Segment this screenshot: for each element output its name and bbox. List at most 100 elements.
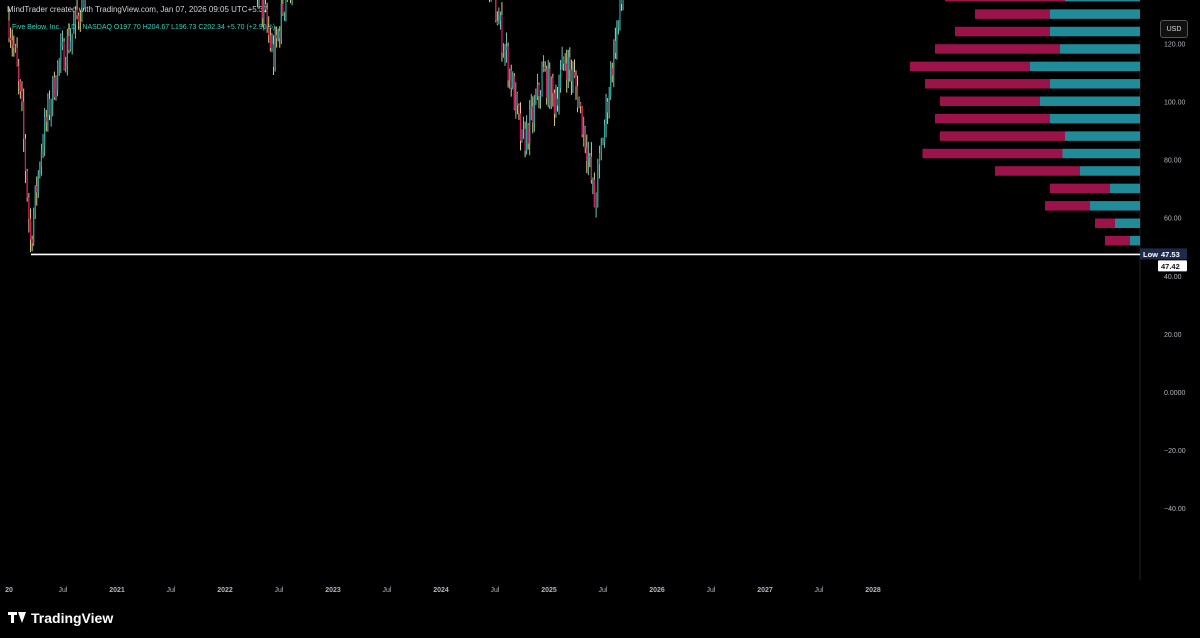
symbol-legend[interactable]: Five Below, Inc. · 1D · NASDAQ O197.70 H… (12, 24, 276, 31)
y-tick-label: 80.00 (1164, 158, 1182, 165)
volume-bar-up (1050, 9, 1140, 19)
candle-body (515, 92, 517, 110)
candle-body (613, 40, 615, 76)
candle-body (561, 57, 563, 70)
candle-body (10, 38, 12, 41)
candle-body (512, 76, 514, 88)
candle-body (39, 166, 41, 173)
candle-body (33, 213, 35, 244)
candle-body (505, 46, 508, 50)
candle-body (276, 34, 278, 39)
volume-profile (910, 0, 1140, 246)
x-tick-label: 2023 (325, 587, 341, 594)
candle-body (277, 31, 279, 39)
candle-body (283, 12, 285, 14)
candle-body (592, 179, 594, 181)
candle-body (524, 128, 526, 151)
candle-body (82, 0, 85, 9)
candle-body (61, 41, 64, 47)
candle-body (529, 109, 531, 144)
candle-body (513, 76, 515, 110)
candle-body (81, 0, 83, 22)
candle-body (608, 95, 610, 113)
candle-body (286, 0, 289, 1)
candle-body (559, 69, 562, 88)
currency-button[interactable]: USD (1160, 20, 1188, 38)
volume-bar-up (1050, 79, 1140, 89)
x-tick-label: Jul (599, 587, 608, 594)
candle-body (282, 3, 284, 14)
candle-body (57, 62, 59, 90)
candle-body (602, 142, 604, 145)
candle-body (74, 9, 77, 25)
candle-body (24, 138, 27, 171)
volume-bar-down (940, 131, 1065, 141)
candle-body (269, 35, 271, 48)
y-tick-label: 20.00 (1164, 332, 1182, 339)
candle-body (30, 218, 32, 240)
candle-body (261, 0, 263, 19)
candle-body (65, 65, 67, 70)
candle-body (42, 147, 44, 152)
candle-body (516, 92, 518, 106)
candle-body (271, 44, 273, 48)
volume-bar-down (922, 148, 1063, 159)
volume-bar-up (1090, 201, 1140, 211)
candle-body (264, 3, 267, 10)
candle-body (541, 72, 543, 96)
candle-body (18, 65, 20, 82)
candle-body (60, 46, 62, 61)
x-tick-label: Jul (491, 587, 500, 594)
candle-body (580, 103, 582, 107)
price-tag-text: Low (1143, 250, 1158, 259)
candle-body (578, 103, 580, 108)
volume-bar-up (1060, 44, 1140, 54)
y-tick-label: −20.00 (1164, 448, 1186, 455)
candle-body (498, 20, 500, 25)
candle-body (576, 86, 579, 108)
candle-body (603, 124, 606, 143)
volume-bar-up (1050, 26, 1140, 37)
candle-body (570, 69, 572, 82)
candle-body (79, 21, 81, 23)
candle-body (52, 77, 54, 105)
candle-body (605, 101, 607, 125)
candle-body (78, 15, 80, 22)
volume-bar-up (1115, 218, 1140, 229)
candle-body (68, 36, 70, 50)
candle-body (13, 45, 15, 48)
candle-body (26, 170, 28, 198)
candle-body (587, 155, 589, 161)
candle-body (575, 76, 577, 87)
candle-body (598, 153, 601, 165)
x-tick-label: Jul (815, 587, 824, 594)
candle-body (266, 9, 268, 28)
candle-body (600, 144, 602, 154)
candle-body (597, 164, 599, 200)
candle-body (34, 186, 36, 214)
candle-body (522, 128, 525, 130)
candle-body (546, 68, 548, 98)
y-tick-label: −40.00 (1164, 506, 1186, 513)
y-tick-label: 40.00 (1164, 274, 1182, 281)
candle-body (31, 239, 33, 244)
candle-body (617, 20, 620, 29)
x-tick-label: Jul (59, 587, 68, 594)
x-tick-label: Jul (275, 587, 284, 594)
volume-bar-up (1062, 148, 1140, 159)
volume-bar-down (1095, 218, 1115, 229)
brand-name: TradingView (31, 610, 114, 626)
candle-body (581, 106, 583, 135)
tradingview-logo: TradingView (8, 610, 113, 626)
volume-bar-down (1050, 183, 1110, 194)
candle-body (263, 3, 265, 19)
candle-body (84, 0, 86, 9)
candle-body (19, 81, 21, 92)
candle-body (48, 98, 51, 116)
candle-body (28, 197, 30, 219)
candle-body (552, 77, 554, 93)
volume-bar-up (1065, 131, 1140, 141)
x-tick-label: 2025 (541, 587, 557, 594)
candle-body (589, 155, 591, 157)
